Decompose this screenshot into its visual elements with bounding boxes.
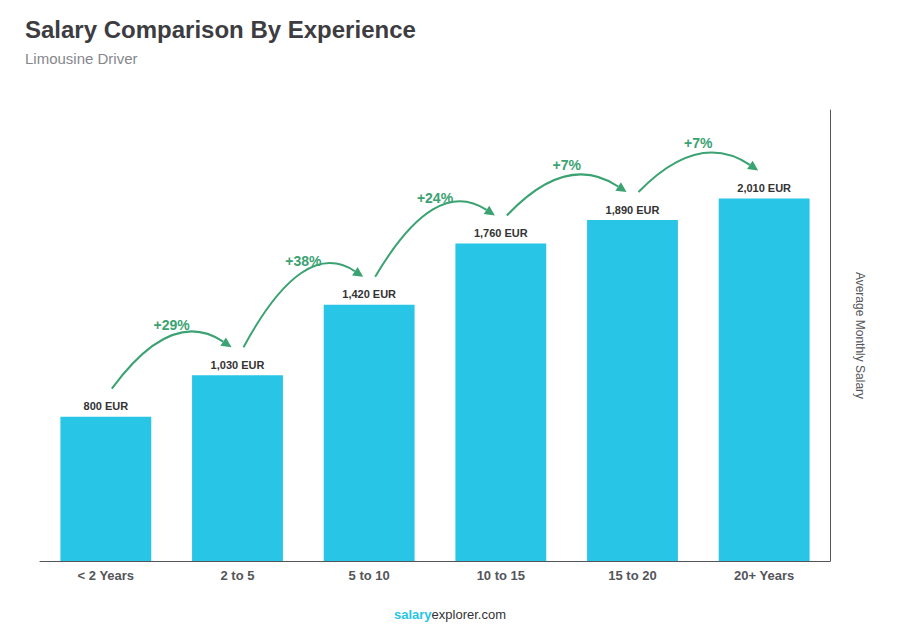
svg-text:Average Monthly Salary: Average Monthly Salary <box>853 272 867 399</box>
svg-text:1,890 EUR: 1,890 EUR <box>606 204 660 216</box>
svg-text:Salary Comparison By Experienc: Salary Comparison By Experience <box>25 16 416 43</box>
svg-text:10 to 15: 10 to 15 <box>477 568 525 583</box>
svg-text:20+ Years: 20+ Years <box>734 568 794 583</box>
svg-text:+7%: +7% <box>684 135 713 151</box>
svg-text:5 to 10: 5 to 10 <box>349 568 390 583</box>
svg-text:+38%: +38% <box>285 253 322 269</box>
svg-text:+7%: +7% <box>552 157 581 173</box>
svg-text:2,010 EUR: 2,010 EUR <box>737 182 791 194</box>
svg-text:+29%: +29% <box>154 317 191 333</box>
svg-text:salary: salary <box>394 607 432 622</box>
svg-text:800 EUR: 800 EUR <box>84 400 129 412</box>
svg-text:15 to 20: 15 to 20 <box>608 568 656 583</box>
svg-text:explorer.com: explorer.com <box>432 607 506 622</box>
svg-text:1,760 EUR: 1,760 EUR <box>474 227 528 239</box>
svg-text:< 2 Years: < 2 Years <box>78 568 135 583</box>
svg-text:Limousine Driver: Limousine Driver <box>25 50 138 67</box>
svg-text:1,030 EUR: 1,030 EUR <box>211 359 265 371</box>
svg-text:2 to 5: 2 to 5 <box>221 568 255 583</box>
svg-text:1,420 EUR: 1,420 EUR <box>342 288 396 300</box>
svg-text:+24%: +24% <box>417 190 454 206</box>
